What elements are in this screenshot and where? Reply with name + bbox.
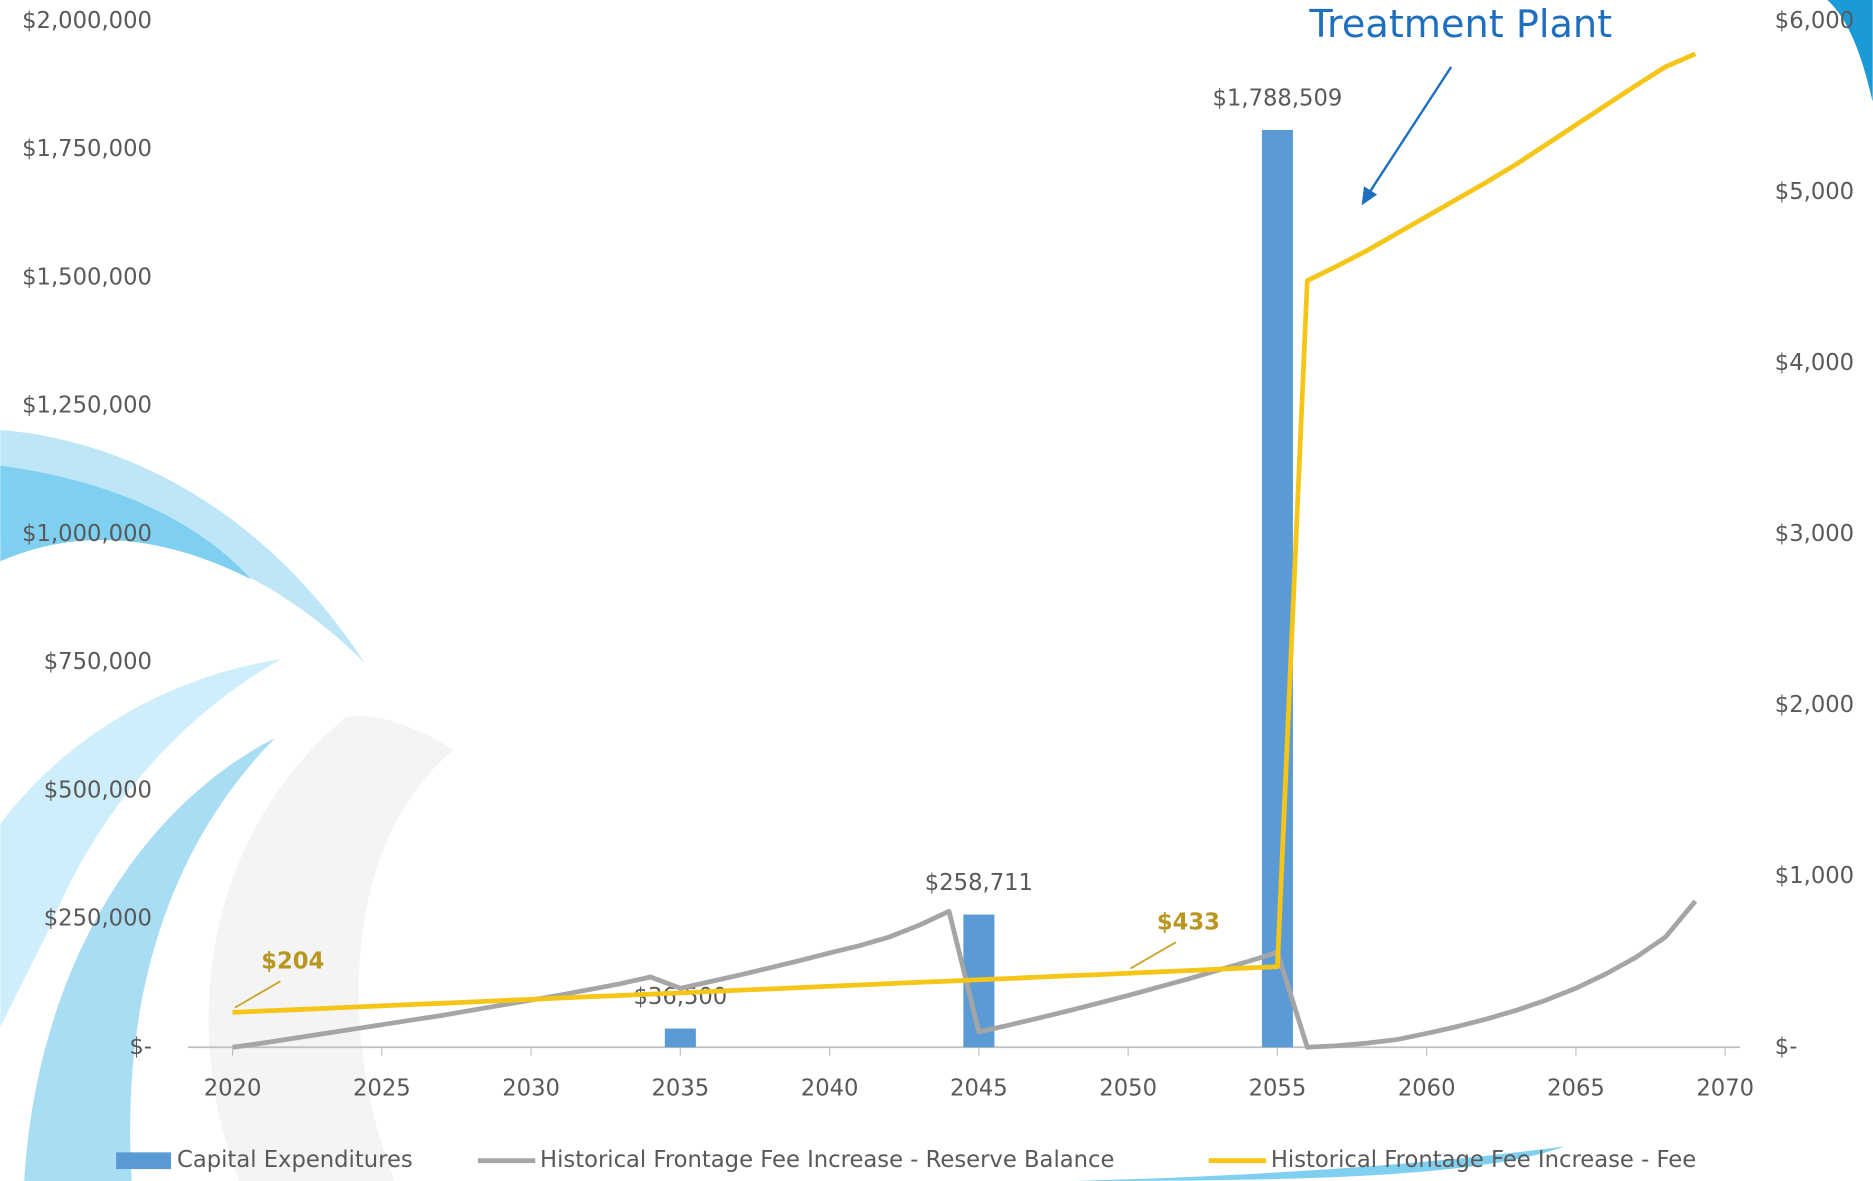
x-tick-label: 2055 [1249,1076,1307,1102]
line [232,899,1698,1050]
y2-tick-label: $6,000 [1775,8,1854,34]
y-tick-label: $750,000 [44,649,152,675]
y-tick-label: $1,250,000 [22,393,152,419]
bar [1261,129,1293,1048]
bar-label: $258,711 [925,870,1033,896]
y-tick-label: $2,000,000 [22,8,152,34]
y2-tick-label: $3,000 [1775,521,1854,547]
data-label: $433 [1157,910,1220,936]
x-tick-label: 2040 [801,1076,859,1102]
x-tick-label: 2045 [950,1076,1008,1102]
y-tick-label: $- [129,1034,152,1060]
x-tick-label: 2065 [1547,1076,1605,1102]
data-label: $204 [261,949,324,975]
legend-swatch [116,1152,172,1170]
y2-tick-label: $1,000 [1775,863,1854,889]
y2-tick-label: $2,000 [1775,692,1854,718]
annotation-arrow [1367,66,1453,195]
label-leader [1130,941,1177,970]
annotation: Treatment Plant [1308,3,1612,47]
bar-label: $1,788,509 [1213,85,1343,111]
x-tick-label: 2060 [1398,1076,1456,1102]
x-tick-label: 2070 [1696,1076,1754,1102]
arrow-head [1361,186,1378,206]
x-tick-label: 2025 [353,1076,411,1102]
legend-label: Capital Expenditures [177,1147,413,1173]
y-tick-label: $500,000 [44,777,152,803]
x-tick-label: 2035 [652,1076,710,1102]
y-tick-label: $250,000 [44,906,152,932]
y-tick-label: $1,750,000 [22,136,152,162]
y-tick-label: $1,000,000 [22,521,152,547]
legend-label: Historical Frontage Fee Increase - Fee [1271,1147,1696,1173]
y-tick-label: $1,500,000 [22,264,152,290]
x-tick-label: 2030 [502,1076,560,1102]
label-leader [234,980,281,1009]
x-tick-label: 2020 [204,1076,262,1102]
y2-tick-label: $5,000 [1775,179,1854,205]
bar [664,1028,696,1048]
legend-label: Historical Frontage Fee Increase - Reser… [540,1147,1114,1173]
y2-tick-label: $- [1775,1034,1798,1060]
y2-tick-label: $4,000 [1775,350,1854,376]
x-tick-label: 2050 [1099,1076,1157,1102]
line [232,51,1697,1015]
